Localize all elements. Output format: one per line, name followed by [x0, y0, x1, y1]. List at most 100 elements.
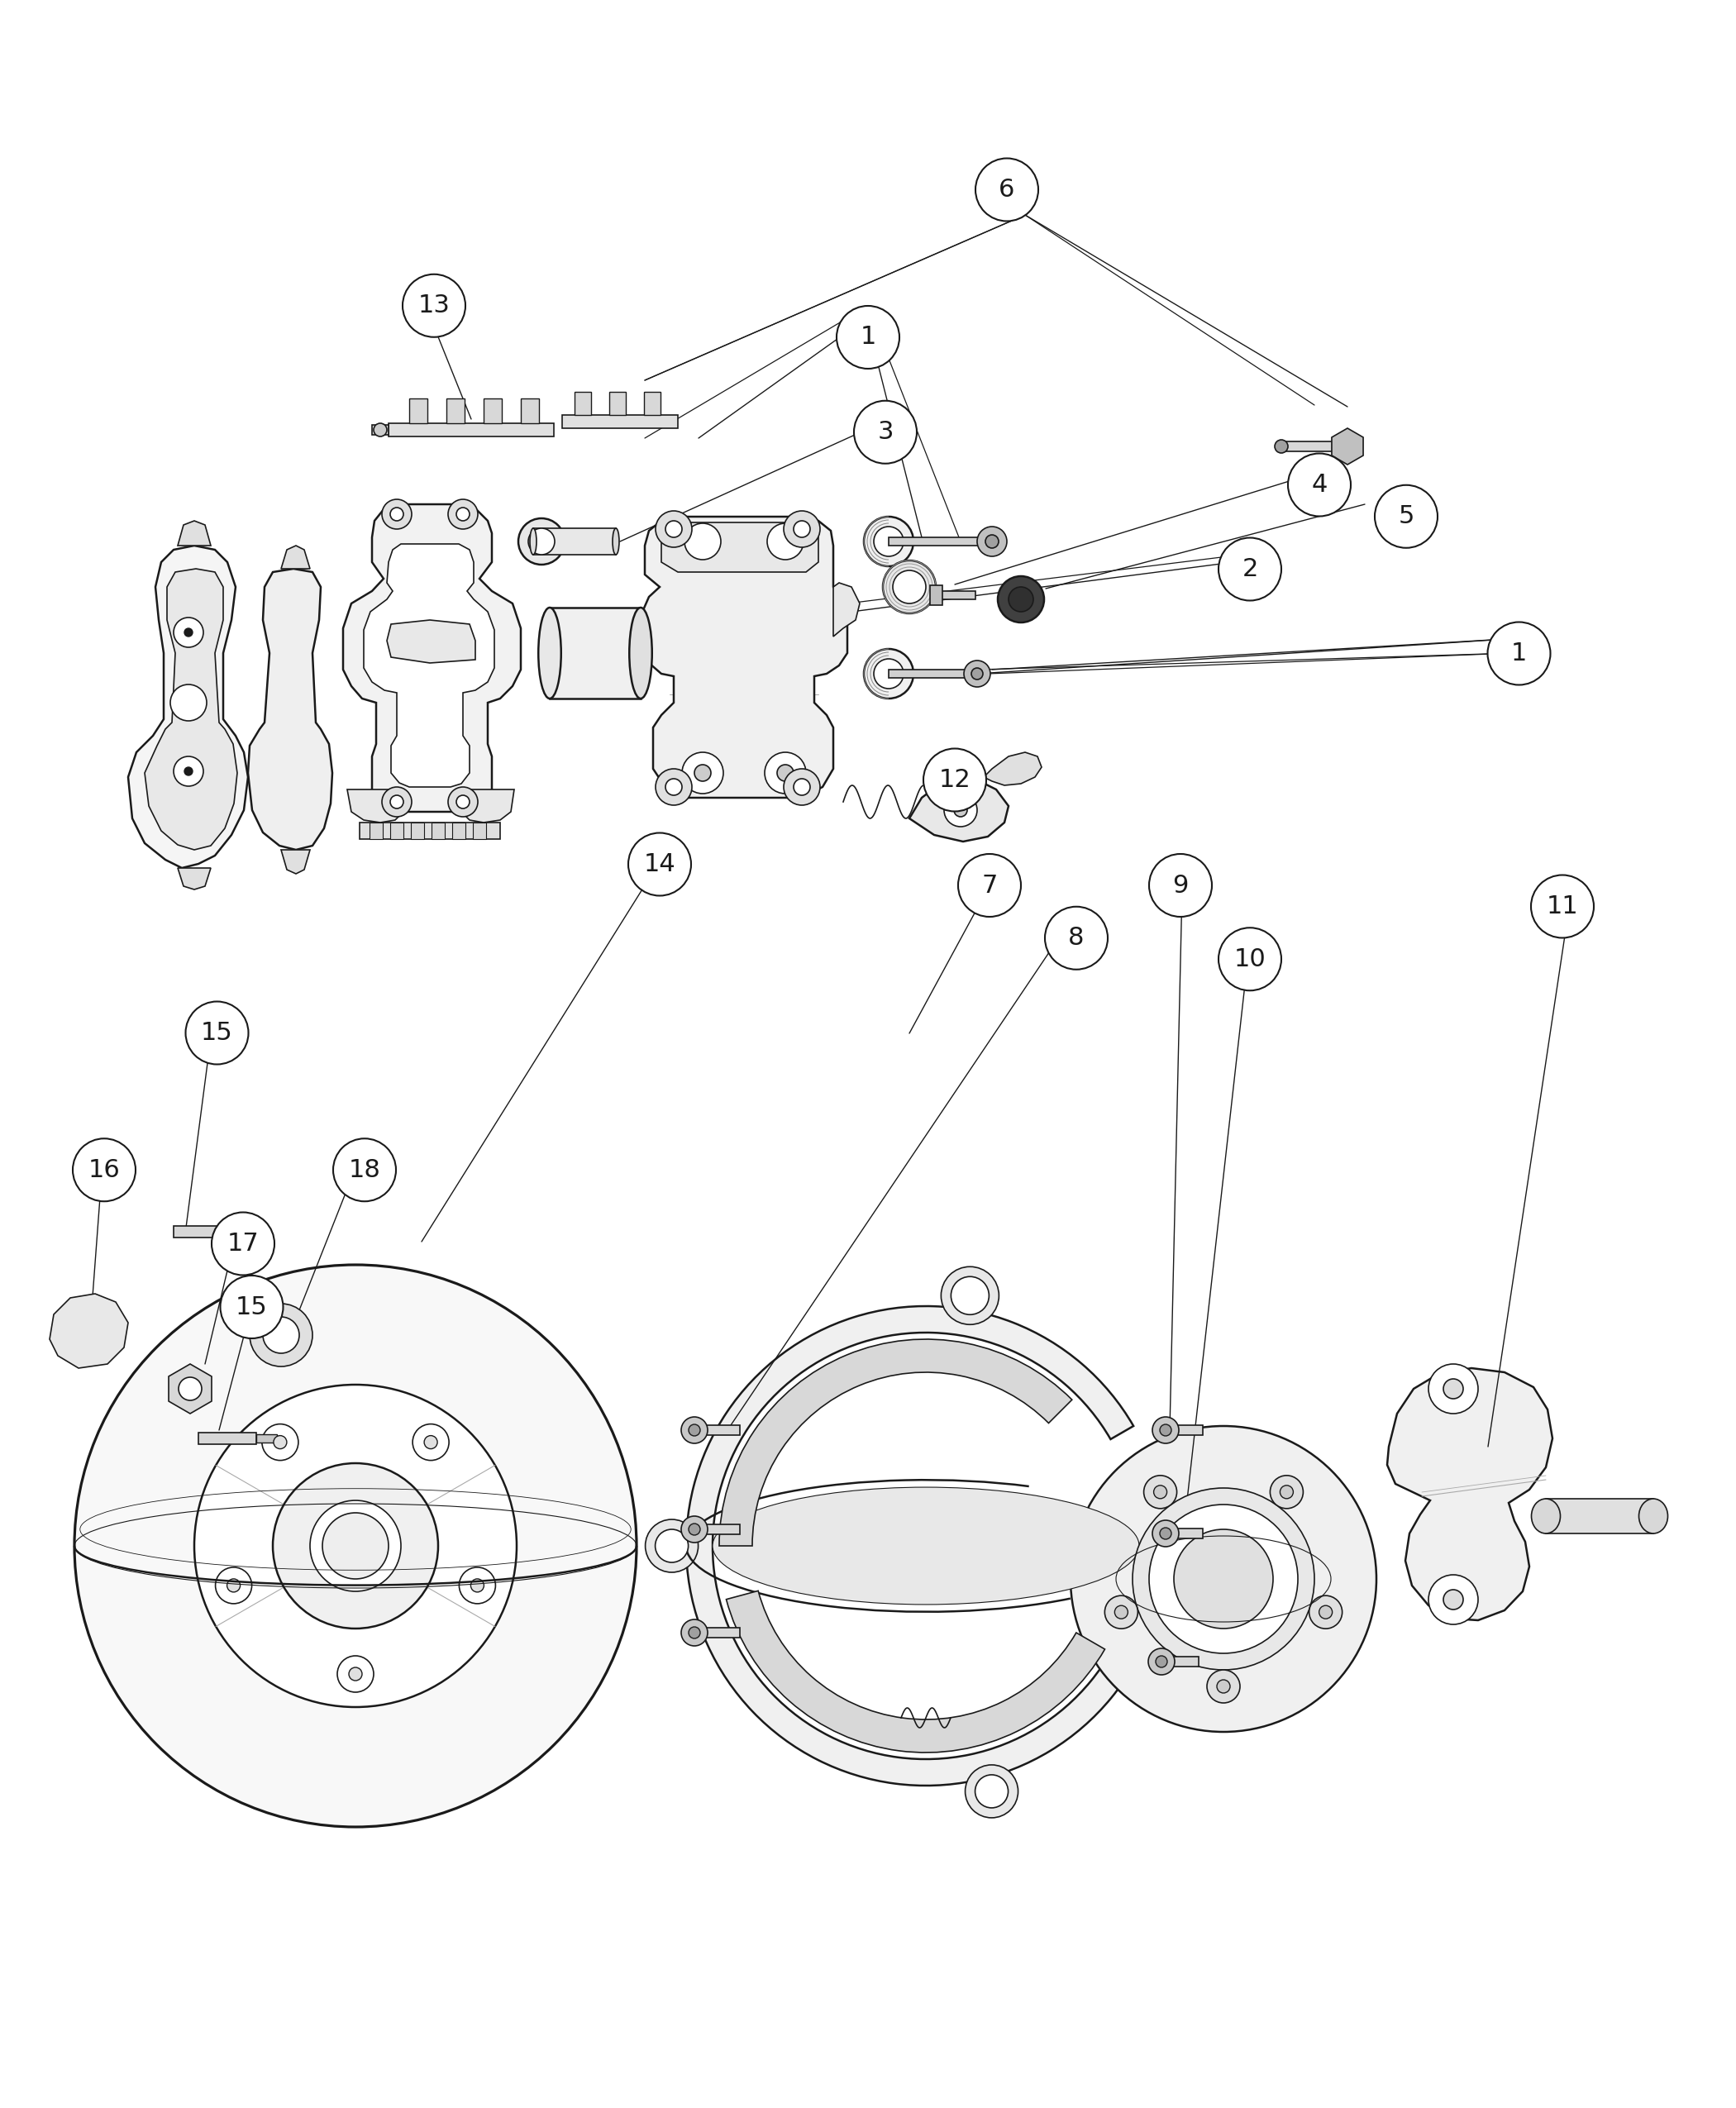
Circle shape [337, 1655, 373, 1693]
Circle shape [778, 765, 793, 782]
Text: 17: 17 [227, 1231, 259, 1256]
Circle shape [1279, 1486, 1293, 1499]
Circle shape [457, 508, 469, 521]
Circle shape [958, 854, 1021, 917]
Text: 1: 1 [1510, 641, 1528, 666]
Circle shape [184, 628, 193, 637]
Circle shape [174, 757, 203, 786]
Polygon shape [50, 1294, 128, 1368]
Circle shape [1153, 1520, 1179, 1547]
Circle shape [1156, 1655, 1167, 1667]
Circle shape [681, 1516, 708, 1543]
Bar [521, 398, 538, 424]
Circle shape [865, 516, 913, 567]
Bar [484, 398, 502, 424]
Circle shape [976, 158, 1038, 221]
Circle shape [1443, 1379, 1463, 1400]
Wedge shape [726, 1592, 1104, 1752]
Circle shape [955, 803, 967, 816]
Circle shape [262, 1425, 299, 1461]
Circle shape [1174, 1528, 1272, 1629]
Circle shape [976, 1775, 1009, 1809]
Circle shape [998, 575, 1043, 622]
Circle shape [665, 521, 682, 538]
Circle shape [250, 1303, 312, 1366]
Circle shape [1429, 1364, 1477, 1414]
Circle shape [793, 521, 811, 538]
Circle shape [689, 1627, 700, 1638]
Circle shape [186, 1001, 248, 1065]
Circle shape [174, 618, 203, 647]
Circle shape [837, 306, 899, 369]
Bar [575, 392, 590, 415]
Polygon shape [387, 620, 476, 664]
Ellipse shape [529, 529, 536, 554]
Circle shape [215, 1566, 252, 1604]
Circle shape [1045, 906, 1108, 970]
Text: 7: 7 [981, 873, 998, 898]
Circle shape [654, 1528, 687, 1562]
Circle shape [1149, 1505, 1299, 1653]
Wedge shape [686, 1307, 1151, 1785]
Bar [694, 1425, 740, 1436]
Circle shape [1009, 586, 1033, 611]
Text: 3: 3 [877, 419, 894, 445]
Text: 1: 1 [859, 325, 877, 350]
Circle shape [783, 769, 819, 805]
Circle shape [448, 786, 477, 816]
Circle shape [1375, 485, 1437, 548]
Bar [1161, 1657, 1198, 1667]
Circle shape [646, 1520, 698, 1573]
Circle shape [1274, 441, 1288, 453]
Circle shape [963, 660, 990, 687]
Circle shape [528, 529, 556, 554]
Circle shape [333, 1138, 396, 1202]
Circle shape [1154, 1486, 1167, 1499]
Circle shape [457, 795, 469, 809]
Polygon shape [462, 790, 514, 822]
Bar [231, 1227, 252, 1235]
Bar [410, 398, 427, 424]
Circle shape [391, 508, 403, 521]
Text: 11: 11 [1547, 894, 1578, 919]
Bar [372, 426, 389, 434]
Text: 13: 13 [418, 293, 450, 318]
Circle shape [194, 1385, 517, 1707]
Bar [609, 392, 625, 415]
Polygon shape [833, 582, 859, 637]
Text: 12: 12 [939, 767, 970, 793]
Circle shape [884, 561, 936, 613]
Circle shape [519, 519, 564, 565]
Circle shape [944, 793, 977, 826]
Circle shape [1319, 1606, 1332, 1619]
Circle shape [656, 769, 693, 805]
Polygon shape [281, 546, 311, 569]
Circle shape [1144, 1476, 1177, 1509]
Circle shape [1288, 453, 1351, 516]
Bar [889, 538, 988, 546]
Polygon shape [365, 544, 495, 786]
Circle shape [684, 523, 720, 559]
Circle shape [382, 500, 411, 529]
Circle shape [1207, 1670, 1240, 1703]
Polygon shape [359, 822, 500, 839]
Circle shape [373, 424, 387, 436]
Bar [1281, 441, 1347, 451]
Circle shape [220, 1275, 283, 1339]
Circle shape [1153, 1417, 1179, 1444]
Bar [694, 1524, 740, 1535]
Circle shape [212, 1212, 274, 1275]
Bar [562, 415, 677, 428]
Bar [1545, 1499, 1653, 1533]
Circle shape [965, 1764, 1017, 1817]
Bar [472, 822, 486, 839]
Circle shape [274, 1436, 286, 1448]
Circle shape [448, 500, 477, 529]
Polygon shape [347, 790, 403, 822]
Circle shape [1147, 1648, 1175, 1676]
Polygon shape [1387, 1368, 1552, 1621]
Circle shape [977, 527, 1007, 557]
Polygon shape [144, 569, 238, 850]
Circle shape [349, 1667, 363, 1680]
Polygon shape [661, 523, 818, 571]
